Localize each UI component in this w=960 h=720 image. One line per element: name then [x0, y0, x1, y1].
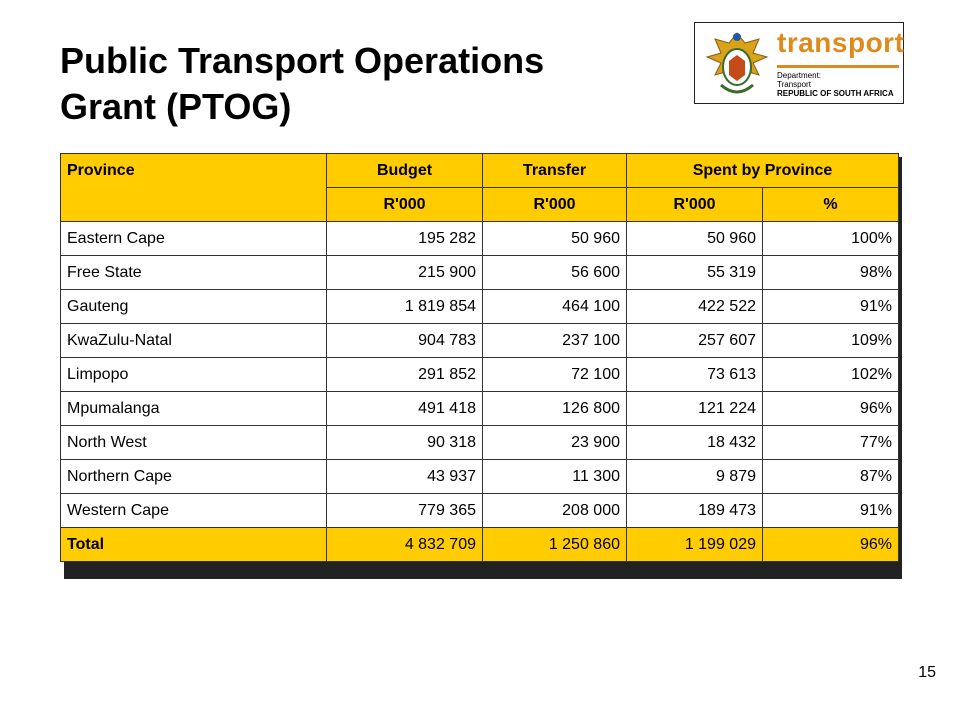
table-row: Gauteng 1 819 854 464 100 422 522 91%	[60, 289, 899, 324]
cell-percent: 109%	[762, 323, 899, 358]
header-transfer: Transfer	[482, 153, 627, 188]
table-row: North West 90 318 23 900 18 432 77%	[60, 425, 899, 460]
cell-transfer: 23 900	[482, 425, 627, 460]
cell-spent: 55 319	[626, 255, 763, 290]
cell-percent: 98%	[762, 255, 899, 290]
cell-spent: 121 224	[626, 391, 763, 426]
cell-spent: 73 613	[626, 357, 763, 392]
table-row: Eastern Cape 195 282 50 960 50 960 100%	[60, 221, 899, 256]
page-title: Public Transport Operations Grant (PTOG)	[60, 38, 680, 130]
cell-transfer: 237 100	[482, 323, 627, 358]
title-line-1: Public Transport Operations	[60, 40, 545, 81]
table-row: Free State 215 900 56 600 55 319 98%	[60, 255, 899, 290]
logo-brand-text: transport	[777, 27, 905, 58]
logo-dept-line-2: Transport	[777, 80, 811, 89]
cell-transfer: 126 800	[482, 391, 627, 426]
subheader-spent-unit: R'000	[626, 187, 763, 222]
subheader-transfer-unit: R'000	[482, 187, 627, 222]
cell-transfer: 72 100	[482, 357, 627, 392]
cell-province: Limpopo	[60, 357, 327, 392]
cell-province: Free State	[60, 255, 327, 290]
cell-budget: 195 282	[326, 221, 483, 256]
cell-budget: 90 318	[326, 425, 483, 460]
cell-budget: 215 900	[326, 255, 483, 290]
cell-percent: 91%	[762, 493, 899, 528]
title-line-2: Grant (PTOG)	[60, 86, 292, 127]
header-budget: Budget	[326, 153, 483, 188]
subheader-percent: %	[762, 187, 899, 222]
page-number: 15	[918, 664, 936, 681]
cell-percent: 96%	[762, 527, 899, 562]
logo-department-text: Department: Transport REPUBLIC OF SOUTH …	[777, 71, 894, 98]
cell-spent: 1 199 029	[626, 527, 763, 562]
table-row: Limpopo 291 852 72 100 73 613 102%	[60, 357, 899, 392]
cell-transfer: 208 000	[482, 493, 627, 528]
cell-spent: 422 522	[626, 289, 763, 324]
ptog-table: Province Budget Transfer Spent by Provin…	[60, 153, 899, 562]
cell-province: Eastern Cape	[60, 221, 327, 256]
coat-of-arms-icon	[705, 32, 769, 94]
table-row: Mpumalanga 491 418 126 800 121 224 96%	[60, 391, 899, 426]
cell-budget: 4 832 709	[326, 527, 483, 562]
cell-transfer: 50 960	[482, 221, 627, 256]
table-row: KwaZulu-Natal 904 783 237 100 257 607 109%	[60, 323, 899, 358]
cell-budget: 779 365	[326, 493, 483, 528]
cell-budget: 1 819 854	[326, 289, 483, 324]
cell-percent: 87%	[762, 459, 899, 494]
cell-province: Gauteng	[60, 289, 327, 324]
cell-percent: 77%	[762, 425, 899, 460]
table-row: Western Cape 779 365 208 000 189 473 91%	[60, 493, 899, 528]
cell-province: Mpumalanga	[60, 391, 327, 426]
table-total-row: Total 4 832 709 1 250 860 1 199 029 96%	[60, 527, 899, 562]
header-province: Province	[60, 153, 327, 222]
cell-province: Western Cape	[60, 493, 327, 528]
cell-percent: 91%	[762, 289, 899, 324]
cell-percent: 96%	[762, 391, 899, 426]
cell-spent: 18 432	[626, 425, 763, 460]
logo-dept-line-1: Department:	[777, 71, 822, 80]
logo-dept-line-3: REPUBLIC OF SOUTH AFRICA	[777, 89, 894, 98]
subheader-budget-unit: R'000	[326, 187, 483, 222]
cell-budget: 491 418	[326, 391, 483, 426]
cell-transfer: 1 250 860	[482, 527, 627, 562]
header-spent: Spent by Province	[626, 153, 899, 188]
cell-province: Total	[60, 527, 327, 562]
cell-spent: 189 473	[626, 493, 763, 528]
department-transport-logo: transport Department: Transport REPUBLIC…	[694, 22, 904, 104]
cell-budget: 904 783	[326, 323, 483, 358]
cell-province: North West	[60, 425, 327, 460]
cell-province: Northern Cape	[60, 459, 327, 494]
cell-province: KwaZulu-Natal	[60, 323, 327, 358]
cell-spent: 50 960	[626, 221, 763, 256]
cell-transfer: 11 300	[482, 459, 627, 494]
cell-spent: 257 607	[626, 323, 763, 358]
cell-transfer: 464 100	[482, 289, 627, 324]
cell-transfer: 56 600	[482, 255, 627, 290]
cell-budget: 291 852	[326, 357, 483, 392]
table-header-row: Province Budget Transfer Spent by Provin…	[60, 153, 899, 222]
cell-budget: 43 937	[326, 459, 483, 494]
cell-spent: 9 879	[626, 459, 763, 494]
logo-divider	[777, 65, 899, 68]
table-subheader-row: R'000 R'000 R'000 %	[61, 187, 899, 222]
cell-percent: 102%	[762, 357, 899, 392]
table-row: Northern Cape 43 937 11 300 9 879 87%	[60, 459, 899, 494]
cell-percent: 100%	[762, 221, 899, 256]
